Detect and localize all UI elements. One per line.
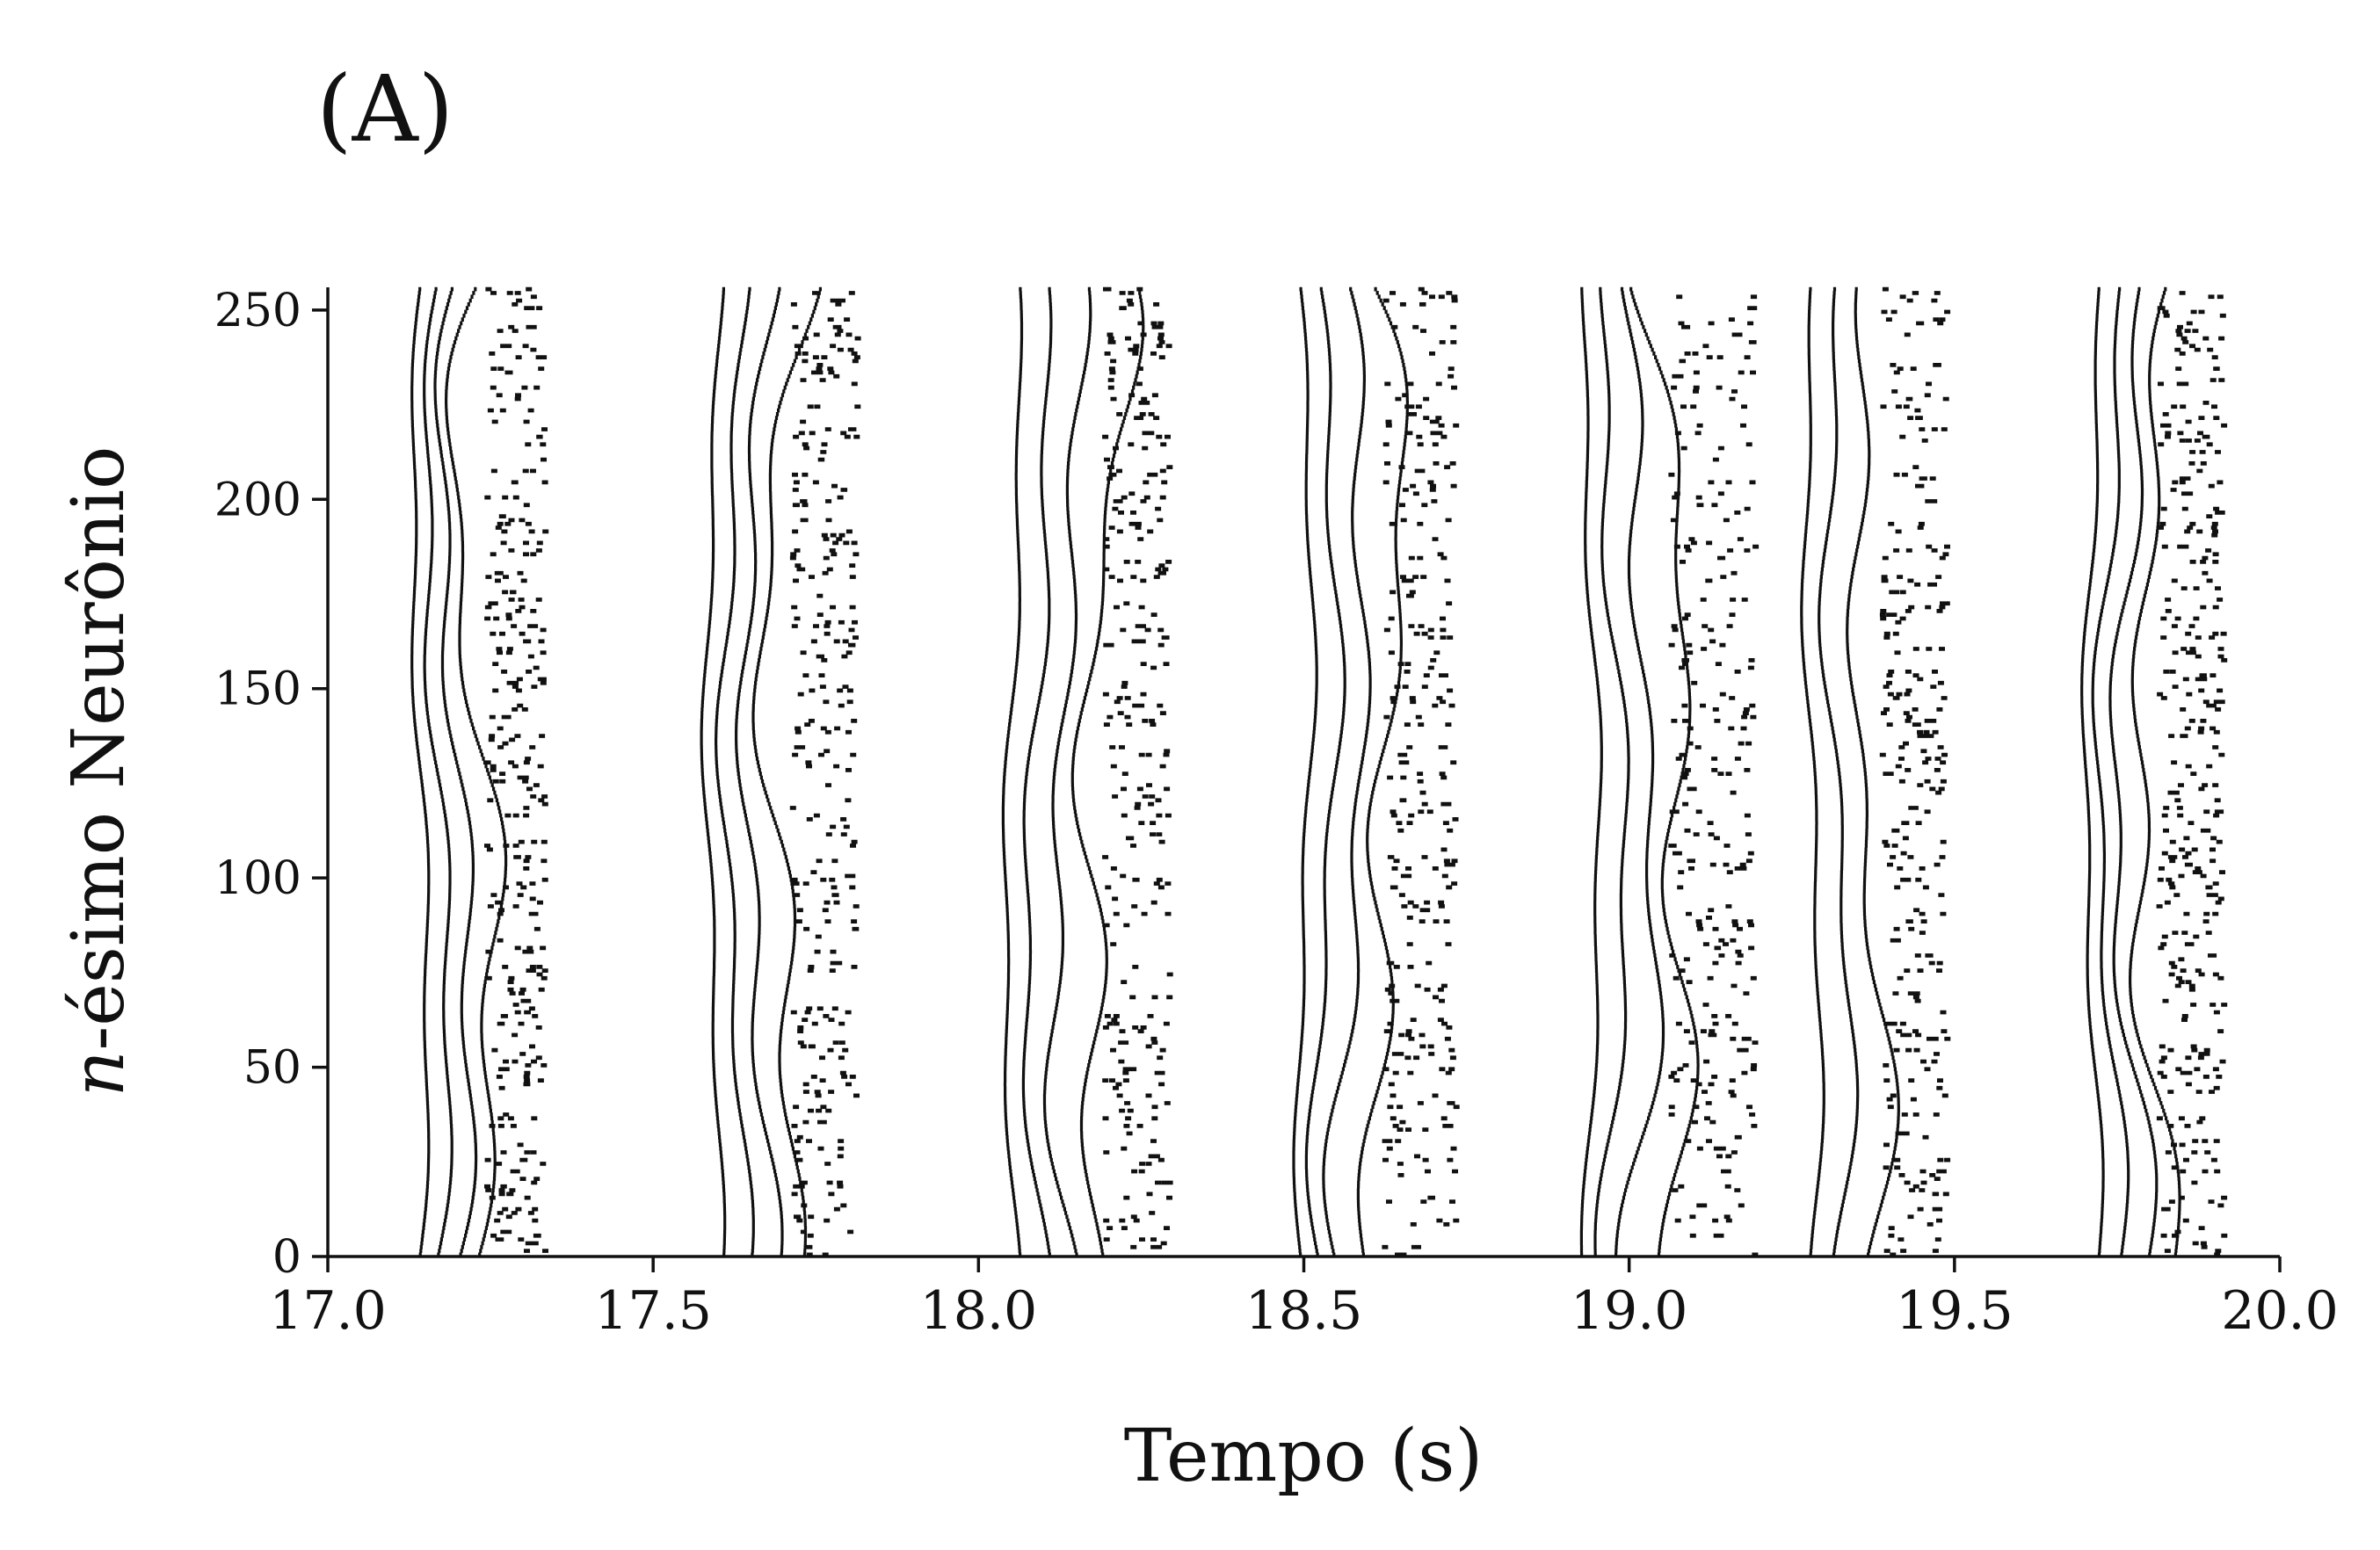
x-tick-label: 18.5 bbox=[1245, 1280, 1363, 1342]
burst-2 bbox=[700, 286, 861, 1257]
y-ticks: 0 50 100 150 200 250 bbox=[214, 285, 328, 1284]
x-tick-label: 19.0 bbox=[1571, 1280, 1688, 1342]
y-tick-label: 50 bbox=[243, 1042, 301, 1095]
burst-1 bbox=[410, 286, 549, 1257]
burst-5 bbox=[1579, 286, 1760, 1257]
y-axis-title: n-ésimo Neurônio bbox=[57, 446, 141, 1097]
burst-1-spikes bbox=[410, 286, 549, 1257]
burst-4-spikes bbox=[1292, 286, 1460, 1257]
y-tick-label: 150 bbox=[214, 663, 301, 716]
y-axis-title-rest: -ésimo Neurônio bbox=[57, 446, 141, 1051]
y-tick-label: 100 bbox=[214, 852, 301, 905]
burst-4 bbox=[1292, 286, 1460, 1257]
x-tick-label: 19.5 bbox=[1896, 1280, 2014, 1342]
x-tick-label: 17.0 bbox=[269, 1280, 387, 1342]
burst-6-spikes bbox=[1800, 286, 1951, 1257]
spike-raster bbox=[410, 286, 2228, 1257]
burst-3-spikes bbox=[1001, 286, 1173, 1257]
burst-6 bbox=[1800, 286, 1951, 1257]
x-ticks: 17.0 17.5 18.0 18.5 19.0 19.5 20.0 bbox=[269, 1257, 2339, 1342]
burst-2-spikes bbox=[700, 286, 861, 1257]
y-tick-label: 0 bbox=[272, 1231, 301, 1284]
y-tick-label: 250 bbox=[214, 285, 301, 337]
panel-label: (A) bbox=[316, 55, 454, 163]
y-axis-title-italic: n bbox=[57, 1050, 141, 1097]
burst-7-spikes bbox=[2080, 286, 2228, 1257]
burst-7 bbox=[2080, 286, 2228, 1257]
y-tick-label: 200 bbox=[214, 474, 301, 526]
x-tick-label: 20.0 bbox=[2221, 1280, 2339, 1342]
burst-3 bbox=[1001, 286, 1173, 1257]
burst-5-spikes bbox=[1579, 286, 1760, 1257]
x-axis-title: Tempo (s) bbox=[1124, 1415, 1484, 1498]
x-tick-label: 17.5 bbox=[594, 1280, 712, 1342]
x-tick-label: 18.0 bbox=[920, 1280, 1038, 1342]
